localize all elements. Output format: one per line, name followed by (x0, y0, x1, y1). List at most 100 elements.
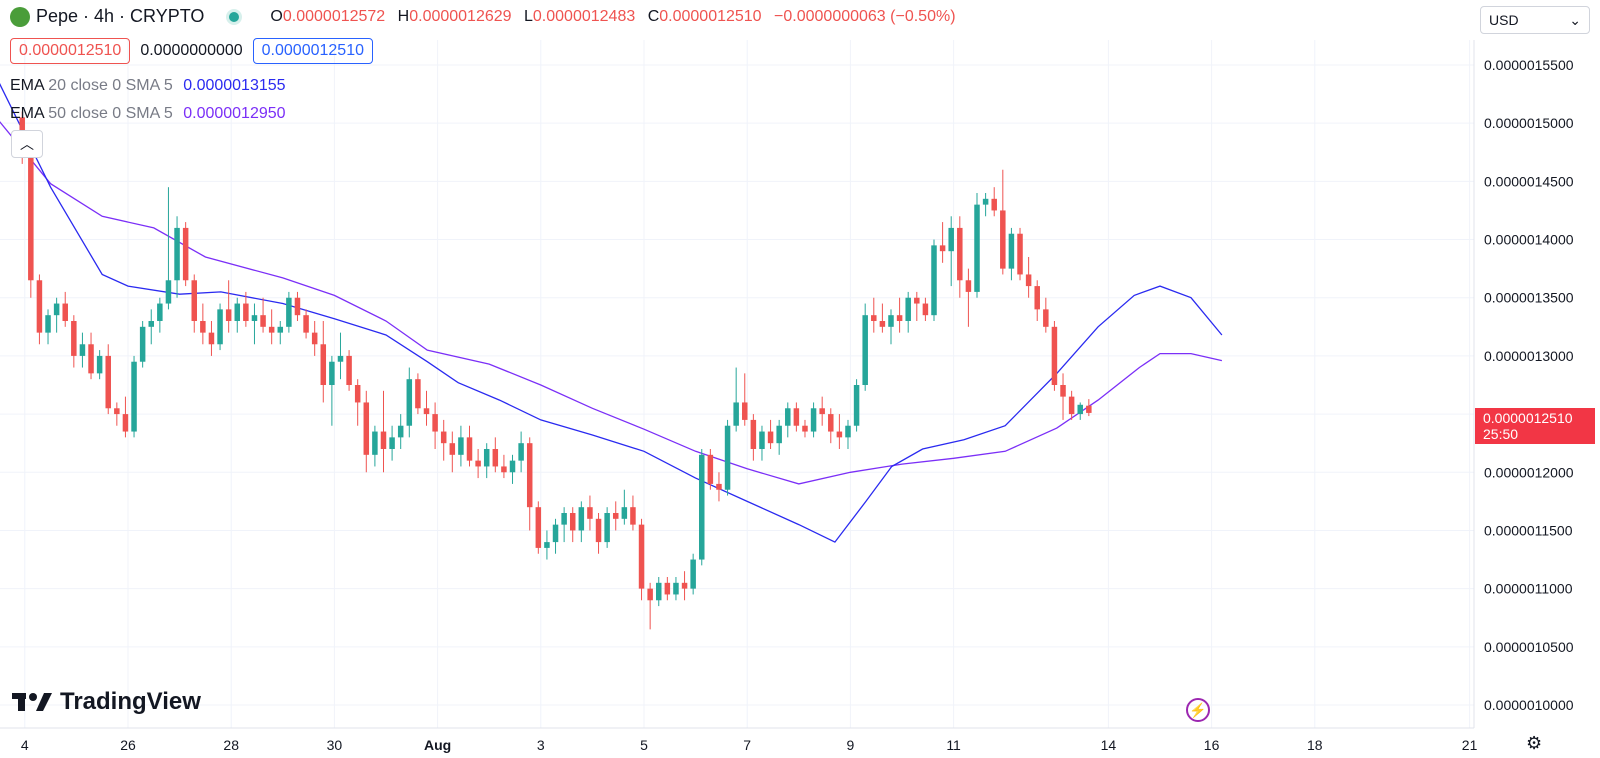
ema20-legend[interactable]: EMA 20 close 0 SMA 5 0.0000013155 (10, 77, 286, 95)
candle-body (655, 582, 662, 601)
candle-body (922, 303, 929, 316)
candle-body (225, 309, 232, 321)
chevron-down-icon: ⌄ (1569, 11, 1581, 28)
lightning-icon[interactable]: ⚡ (1186, 698, 1210, 722)
candle-body (974, 204, 980, 292)
candle-body (595, 518, 602, 543)
candle-body (458, 437, 464, 455)
candle-body (157, 303, 163, 321)
candle-body (896, 315, 903, 321)
x-tick-label: 21 (1462, 737, 1478, 753)
candle-body (303, 315, 309, 333)
ema50-legend[interactable]: EMA 50 close 0 SMA 5 0.0000012950 (10, 105, 286, 123)
candle-body (45, 315, 51, 333)
x-tick-label: 3 (537, 737, 545, 753)
candle-body (561, 513, 567, 525)
candle-body (828, 414, 834, 432)
bar-countdown: 25:50 (1483, 426, 1519, 442)
candle-body (948, 227, 954, 252)
candle-body (260, 315, 266, 327)
candle-body (397, 425, 404, 438)
candle-body (1008, 233, 1015, 269)
x-tick-label: 4 (21, 737, 29, 753)
candle-body (587, 507, 593, 519)
candle-body (243, 303, 249, 321)
candle-body (372, 431, 378, 455)
ema50-name: EMA (10, 105, 44, 122)
collapse-legend-button[interactable]: ︿ (11, 130, 43, 158)
candle-body (432, 414, 438, 432)
candle-body (939, 245, 946, 252)
y-tick-label: 0.0000014500 (1484, 173, 1574, 189)
candle-body (793, 408, 800, 426)
candle-body (845, 425, 851, 438)
candle-body (286, 297, 292, 327)
candle-body (251, 315, 258, 321)
candle-body (716, 483, 722, 490)
candle-body (234, 303, 241, 321)
candle-body (114, 408, 120, 415)
market-status-icon[interactable] (226, 8, 243, 25)
candle-body (931, 245, 937, 316)
candle-body (148, 321, 154, 327)
candle-body (569, 513, 576, 531)
high-key: H (397, 7, 410, 25)
candle-body (440, 431, 447, 444)
candle-body (62, 303, 68, 321)
low-value: 0.0000012483 (532, 7, 636, 25)
currency-value: USD (1489, 12, 1519, 28)
candle-body (552, 524, 559, 543)
candle-body (914, 297, 920, 304)
candle-body (819, 408, 825, 415)
currency-select[interactable]: USD ⌄ (1480, 6, 1590, 34)
candle-body (630, 507, 636, 525)
symbol-title[interactable]: Pepe · 4h · CRYPTO (36, 6, 205, 26)
x-tick-label: 28 (223, 737, 239, 753)
spread-value: 0.0000000000 (140, 42, 243, 59)
y-tick-label: 0.0000015000 (1484, 115, 1574, 131)
candle-body (965, 280, 972, 292)
ema50-value: 0.0000012950 (183, 105, 286, 122)
candle-body (1000, 210, 1006, 269)
change-value: −0.0000000063 (−0.50%) (774, 7, 956, 25)
candle-body (690, 559, 696, 589)
candle-body (526, 443, 533, 508)
candle-body (724, 425, 731, 490)
candle-body (88, 344, 94, 374)
candle-body (699, 454, 705, 560)
tradingview-logo[interactable]: TradingView (12, 688, 201, 716)
candle-body (483, 449, 490, 467)
candle-body (1017, 233, 1023, 275)
sell-price-button[interactable]: 0.0000012510 (10, 38, 131, 64)
x-tick-label: 5 (640, 737, 648, 753)
close-value: 0.0000012510 (659, 7, 762, 25)
low-key: L (524, 7, 533, 25)
y-tick-label: 0.0000014000 (1484, 232, 1574, 248)
tv-logo-icon (12, 693, 52, 711)
candle-body (612, 513, 619, 519)
y-tick-label: 0.0000010500 (1484, 639, 1574, 655)
candle-body (1043, 309, 1049, 327)
candles (19, 111, 1092, 630)
settings-icon[interactable]: ⚙ (1526, 733, 1543, 753)
candle-body (759, 431, 765, 449)
candle-body (604, 513, 610, 543)
candle-body (905, 297, 911, 321)
candle-body (79, 344, 86, 356)
x-tick-label: 14 (1101, 737, 1117, 753)
candle-body (1060, 385, 1066, 397)
candle-body (131, 361, 137, 432)
y-tick-label: 0.0000011000 (1484, 581, 1573, 597)
buy-price-button[interactable]: 0.0000012510 (252, 38, 373, 64)
x-tick-label: 26 (120, 737, 136, 753)
candle-body (346, 355, 352, 385)
candle-body (105, 355, 111, 409)
candle-body (785, 408, 791, 426)
candle-body (329, 361, 335, 385)
candle-body (982, 198, 989, 205)
candle-body (191, 280, 198, 321)
candle-body (862, 315, 868, 385)
candle-body (268, 326, 275, 333)
ema20-line (0, 83, 1223, 543)
